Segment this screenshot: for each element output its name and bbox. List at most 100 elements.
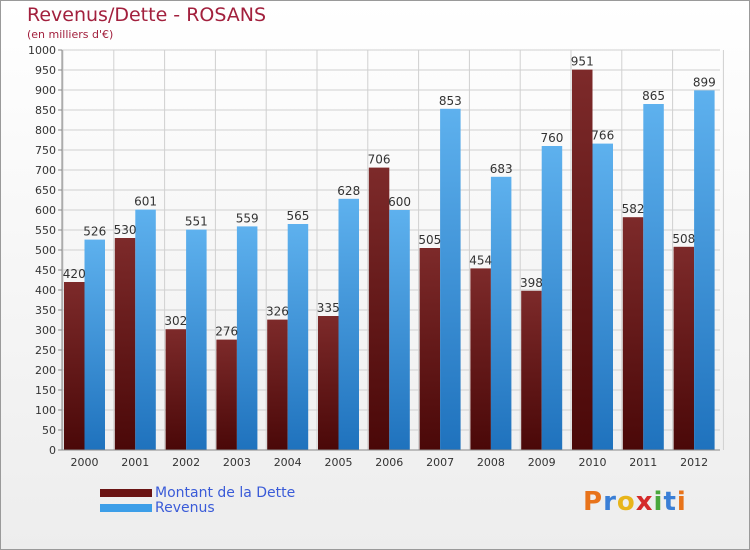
bar-dette xyxy=(673,246,695,450)
x-tick-label: 2009 xyxy=(528,456,556,469)
legend-swatch-debt xyxy=(100,489,152,497)
y-tick-label: 700 xyxy=(35,164,56,177)
data-label-dette: 951 xyxy=(571,55,594,69)
data-label-revenus: 899 xyxy=(693,75,716,89)
x-tick-label: 2006 xyxy=(375,456,403,469)
y-tick-label: 1000 xyxy=(28,44,56,57)
y-tick-label: 250 xyxy=(35,344,56,357)
y-tick-label: 650 xyxy=(35,184,56,197)
y-tick-label: 100 xyxy=(35,404,56,417)
data-label-dette: 420 xyxy=(63,267,86,281)
bar-revenus xyxy=(236,226,258,450)
bar-revenus xyxy=(84,239,105,450)
y-tick-label: 150 xyxy=(35,384,56,397)
data-label-revenus: 601 xyxy=(134,195,157,209)
y-tick-label: 850 xyxy=(35,104,56,117)
chart-subtitle: (en milliers d'€) xyxy=(27,28,114,41)
y-tick-label: 950 xyxy=(35,64,56,77)
bar-revenus xyxy=(186,229,207,450)
y-tick-label: 550 xyxy=(35,224,56,237)
bar-dette xyxy=(368,167,390,450)
data-label-revenus: 853 xyxy=(439,94,462,108)
data-label-revenus: 559 xyxy=(236,211,259,225)
bar-revenus xyxy=(389,210,410,450)
x-tick-label: 2002 xyxy=(172,456,200,469)
legend-swatch-revenus xyxy=(100,504,152,512)
bar-dette xyxy=(114,238,136,450)
y-tick-label: 450 xyxy=(35,264,56,277)
data-label-dette: 530 xyxy=(114,223,137,237)
data-label-revenus: 526 xyxy=(83,225,106,239)
bar-dette xyxy=(318,316,339,450)
y-tick-label: 900 xyxy=(35,84,56,97)
y-tick-label: 400 xyxy=(35,284,56,297)
bars xyxy=(64,69,715,451)
bar-revenus xyxy=(338,198,359,450)
bar-dette xyxy=(165,329,187,450)
bar-revenus xyxy=(287,224,309,450)
bar-dette xyxy=(572,69,593,450)
data-label-dette: 326 xyxy=(266,305,289,319)
x-tick-label: 2008 xyxy=(477,456,505,469)
bar-revenus xyxy=(694,90,715,451)
legend-label-debt: Montant de la Dette xyxy=(155,485,296,501)
bar-dette xyxy=(521,290,542,450)
logo-letter: r xyxy=(603,487,617,517)
bar-revenus xyxy=(592,143,613,450)
data-label-revenus: 600 xyxy=(388,195,411,209)
data-label-dette: 398 xyxy=(520,276,543,290)
data-label-revenus: 551 xyxy=(185,215,208,229)
data-label-dette: 454 xyxy=(469,253,492,267)
y-tick-label: 600 xyxy=(35,204,56,217)
x-tick-label: 2012 xyxy=(680,456,708,469)
y-tick-label: 800 xyxy=(35,124,56,137)
axes: 0 50 100 150 200 250 300 350 400 450 500 550 600 650 7… xyxy=(28,44,720,469)
x-tick-label: 2011 xyxy=(629,456,657,469)
bar-dette xyxy=(622,217,644,450)
data-label-dette: 276 xyxy=(215,325,238,339)
data-label-revenus: 766 xyxy=(591,129,614,143)
logo-letter: i xyxy=(653,487,664,517)
bar-dette xyxy=(470,268,491,450)
data-label-revenus: 565 xyxy=(286,209,309,223)
logo-letter: i xyxy=(676,487,687,517)
x-tick-label: 2000 xyxy=(71,456,99,469)
data-label-dette: 302 xyxy=(164,314,187,328)
bar-revenus xyxy=(643,104,664,450)
bar-dette xyxy=(419,248,441,450)
y-tick-label: 300 xyxy=(35,324,56,337)
bar-revenus xyxy=(541,146,563,450)
y-tick-label: 500 xyxy=(35,244,56,257)
chart-title: Revenus/Dette - ROSANS xyxy=(27,4,267,26)
y-tick-label: 350 xyxy=(35,304,56,317)
x-tick-label: 2003 xyxy=(223,456,251,469)
bar-revenus xyxy=(440,108,461,451)
data-label-revenus: 628 xyxy=(337,184,360,198)
bar-dette xyxy=(64,282,85,450)
x-tick-label: 2010 xyxy=(579,456,607,469)
data-label-dette: 335 xyxy=(317,301,340,315)
logo-letter: P xyxy=(583,487,604,517)
data-label-revenus: 683 xyxy=(490,162,513,176)
bar-dette xyxy=(267,319,288,450)
bar-dette xyxy=(216,339,237,450)
x-tick-label: 2005 xyxy=(325,456,353,469)
proxiti-logo: Proxiti xyxy=(583,487,687,517)
logo-letter: x xyxy=(635,487,654,517)
y-tick-label: 200 xyxy=(35,364,56,377)
data-label-revenus: 760 xyxy=(540,131,563,145)
data-label-dette: 706 xyxy=(368,153,391,167)
y-tick-label: 0 xyxy=(49,444,56,457)
data-label-dette: 508 xyxy=(672,232,695,246)
data-label-dette: 505 xyxy=(418,233,441,247)
legend-label-revenus: Revenus xyxy=(155,500,215,516)
y-tick-label: 750 xyxy=(35,144,56,157)
data-label-dette: 582 xyxy=(622,202,645,216)
bar-revenus xyxy=(490,176,512,451)
data-label-revenus: 865 xyxy=(642,89,665,103)
x-tick-label: 2007 xyxy=(426,456,454,469)
bar-revenus xyxy=(135,209,156,450)
logo-letter: o xyxy=(616,487,636,517)
data-labels: 420 530 302 276 326 335 706 505 454 398 951 582 508 5… xyxy=(63,55,716,339)
